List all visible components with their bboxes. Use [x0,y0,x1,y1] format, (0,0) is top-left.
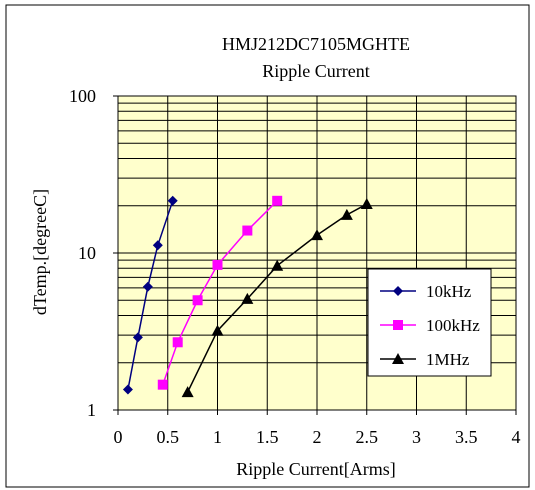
series-100kHz [157,195,283,390]
y-axis-ticks: 1 10 100 [69,86,118,420]
data-point-triangle [340,208,353,220]
grid-lines [117,95,517,411]
data-point-square [212,259,223,270]
x-tick-label: 2 [313,427,322,447]
data-point-triangle [360,198,373,210]
x-tick-label: 0 [114,427,123,447]
data-point-square [192,295,203,306]
series-1MHz [181,198,373,398]
data-point-diamond [122,384,133,395]
data-point-square [393,320,403,330]
legend-label: 1MHz [426,350,470,369]
data-point-diamond [142,281,153,292]
data-point-square [172,337,183,348]
data-point-square [272,195,283,206]
x-axis-label: Ripple Current[Arms] [236,459,395,479]
data-point-triangle [392,353,404,364]
x-tick-label: 1 [213,427,222,447]
data-point-diamond [167,195,178,206]
y-axis-label: dTemp.[degreeC] [30,189,50,315]
data-point-triangle [311,229,323,241]
data-point-square [242,225,253,236]
data-point-triangle [241,292,254,304]
y-tick-label: 100 [69,86,96,106]
y-tick-label: 1 [87,400,96,420]
data-point-triangle [211,324,224,336]
chart-title: HMJ212DC7105MGHTE [222,34,410,54]
legend-item: 10kHz [380,282,472,301]
legend-box [367,268,492,377]
x-tick-label: 3 [412,427,421,447]
data-point-diamond [152,240,163,251]
data-point-square [157,379,168,390]
x-tick-label: 4 [512,427,521,447]
data-point-diamond [393,286,403,296]
y-tick-label: 10 [78,243,96,263]
chart-subtitle: Ripple Current [262,61,369,81]
series-layer [122,195,373,398]
data-point-triangle [181,386,194,398]
x-tick-label: 3.5 [455,427,478,447]
data-point-triangle [271,259,284,271]
legend-label: 10kHz [426,282,472,301]
x-axis-ticks: 0 0.5 1 1.5 2 2.5 3 3.5 4 [114,410,521,447]
legend-item: 1MHz [380,350,470,369]
legend-label: 100kHz [426,316,480,335]
x-tick-label: 2.5 [356,427,379,447]
data-point-diamond [132,332,143,343]
x-tick-label: 1.5 [256,427,279,447]
legend: 10kHz 100kHz 1MHz [367,268,492,377]
x-tick-label: 0.5 [157,427,180,447]
series-10kHz [122,195,178,395]
legend-item: 100kHz [380,316,480,335]
